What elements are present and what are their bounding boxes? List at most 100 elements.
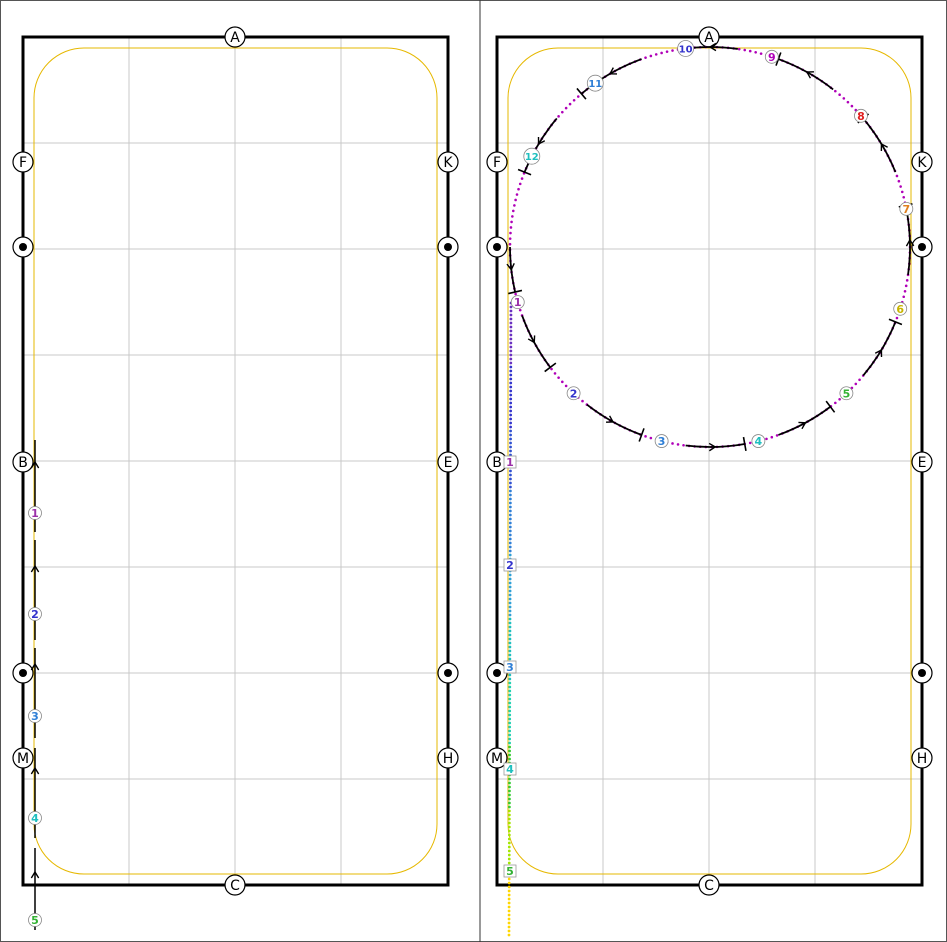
letter-left-f-label: F: [493, 155, 501, 171]
approach-marker-3: 3: [503, 660, 517, 674]
circle-marker-9: 9: [764, 49, 779, 64]
letter-bottom: C: [224, 874, 246, 896]
letter-left-b-label: B: [18, 455, 28, 471]
letter-left-b-label: B: [492, 455, 502, 471]
circle-marker-10: 10: [677, 40, 695, 57]
step-marker-5-label: 5: [31, 914, 39, 927]
letter-right-h-label: H: [917, 751, 928, 767]
circle-arrow-8: [880, 142, 888, 151]
circle-arrow-10: [708, 42, 717, 52]
step-marker-3: 3: [28, 709, 42, 723]
direction-arrow-3: [30, 662, 40, 671]
circle-marker-7: 7: [899, 201, 914, 216]
circle-marker-9-label: 9: [768, 51, 776, 64]
straight-path: 1 2 3 4 5: [28, 440, 42, 930]
direction-arrow-1: [30, 870, 40, 879]
circle-marker-1: 1: [510, 295, 525, 309]
circle-marker-4-label: 4: [755, 435, 763, 448]
circle-marker-3-label: 3: [658, 435, 666, 448]
direction-arrow-5: [30, 460, 40, 469]
approach-path: 1 2 3 4 5: [503, 301, 517, 937]
letter-right-k: K: [911, 151, 933, 173]
letter-left-m-label: M: [491, 751, 503, 767]
letter-left-m: M: [12, 747, 34, 769]
letter-right-e: E: [911, 451, 933, 473]
circle-arrow-5: [798, 421, 807, 430]
letter-bottom-label: C: [230, 878, 240, 894]
segment-tick-5: [825, 400, 836, 413]
circle-arrow-9: [805, 71, 814, 79]
circle-segment-5: [778, 406, 831, 436]
step-marker-2-label: 2: [31, 608, 39, 621]
segment-tick-11: [576, 87, 587, 100]
circle-marker-12-label: 12: [525, 152, 539, 163]
letter-bottom: C: [698, 874, 720, 896]
circle-marker-2: 2: [566, 386, 581, 400]
circle-arrow-7: [905, 238, 915, 247]
circle-marker-8-label: 8: [857, 110, 865, 123]
approach-marker-1: 1: [503, 455, 517, 469]
left-arena-panel: A C F B M K E H 1 2 3 4 5: [12, 26, 459, 930]
circle-arrow-1: [506, 263, 515, 271]
letter-right-k-label: K: [443, 155, 453, 171]
track-line: [33, 47, 438, 875]
segment-tick-1: [508, 289, 523, 295]
step-marker-1: 1: [28, 506, 42, 520]
letter-right-k: K: [437, 151, 459, 173]
step-marker-2: 2: [28, 607, 42, 621]
approach-marker-4: 4: [503, 762, 517, 776]
step-marker-5: 5: [28, 913, 42, 927]
arena-grid: [23, 37, 448, 885]
circle-marker-6-label: 6: [896, 303, 904, 316]
approach-marker-2-label: 2: [506, 559, 514, 572]
approach-marker-4-label: 4: [506, 763, 514, 776]
step-marker-1-label: 1: [31, 507, 39, 520]
letter-left-f: F: [12, 151, 34, 173]
circle-marker-11: 11: [586, 74, 604, 92]
circle-marker-1-label: 1: [514, 296, 522, 309]
letter-right-h-label: H: [443, 751, 454, 767]
segment-tick-12: [517, 168, 532, 176]
letter-bottom-label: C: [704, 878, 714, 894]
circle-arrow-3: [606, 415, 615, 423]
quarter-marker-right-2: [911, 662, 933, 684]
approach-marker-1-label: 1: [506, 456, 514, 469]
circle-arrow-12: [537, 136, 546, 146]
segment-tick-3: [638, 428, 645, 442]
circle-arrow-2: [527, 335, 536, 344]
direction-arrow-2: [30, 766, 40, 775]
circle-marker-3: 3: [654, 434, 669, 448]
quarter-marker-right-1: [911, 236, 933, 258]
approach-marker-5-label: 5: [506, 865, 514, 878]
letter-top-label: A: [230, 30, 240, 46]
circle-arrow-11: [608, 67, 618, 75]
quarter-marker-right-1: [437, 236, 459, 258]
circle-marker-5-label: 5: [843, 387, 851, 400]
letter-left-m: M: [486, 747, 508, 769]
segment-tick-9: [775, 52, 782, 66]
circle-marker-7-label: 7: [902, 203, 910, 216]
letter-top: A: [224, 26, 246, 48]
quarter-marker-left-2: [12, 662, 34, 684]
circle-segment-3: [586, 403, 642, 436]
letter-left-m-label: M: [17, 751, 29, 767]
circle-marker-11-label: 11: [588, 79, 602, 90]
approach-marker-3-label: 3: [506, 661, 514, 674]
circle-arrow-6: [874, 348, 883, 358]
quarter-marker-left-1: [486, 236, 508, 258]
letter-right-e-label: E: [444, 455, 453, 471]
quarter-marker-right-2: [437, 662, 459, 684]
segment-tick-2: [544, 362, 557, 373]
step-marker-4-label: 4: [31, 812, 39, 825]
letter-right-e: E: [437, 451, 459, 473]
circle-segment-6: [862, 321, 897, 377]
approach-marker-5: 5: [503, 864, 517, 878]
circle-segment-9: [778, 58, 834, 91]
letter-right-h: H: [437, 747, 459, 769]
letter-right-h: H: [911, 747, 933, 769]
circle-marker-4: 4: [751, 434, 766, 448]
circle-marker-8: 8: [854, 108, 868, 123]
